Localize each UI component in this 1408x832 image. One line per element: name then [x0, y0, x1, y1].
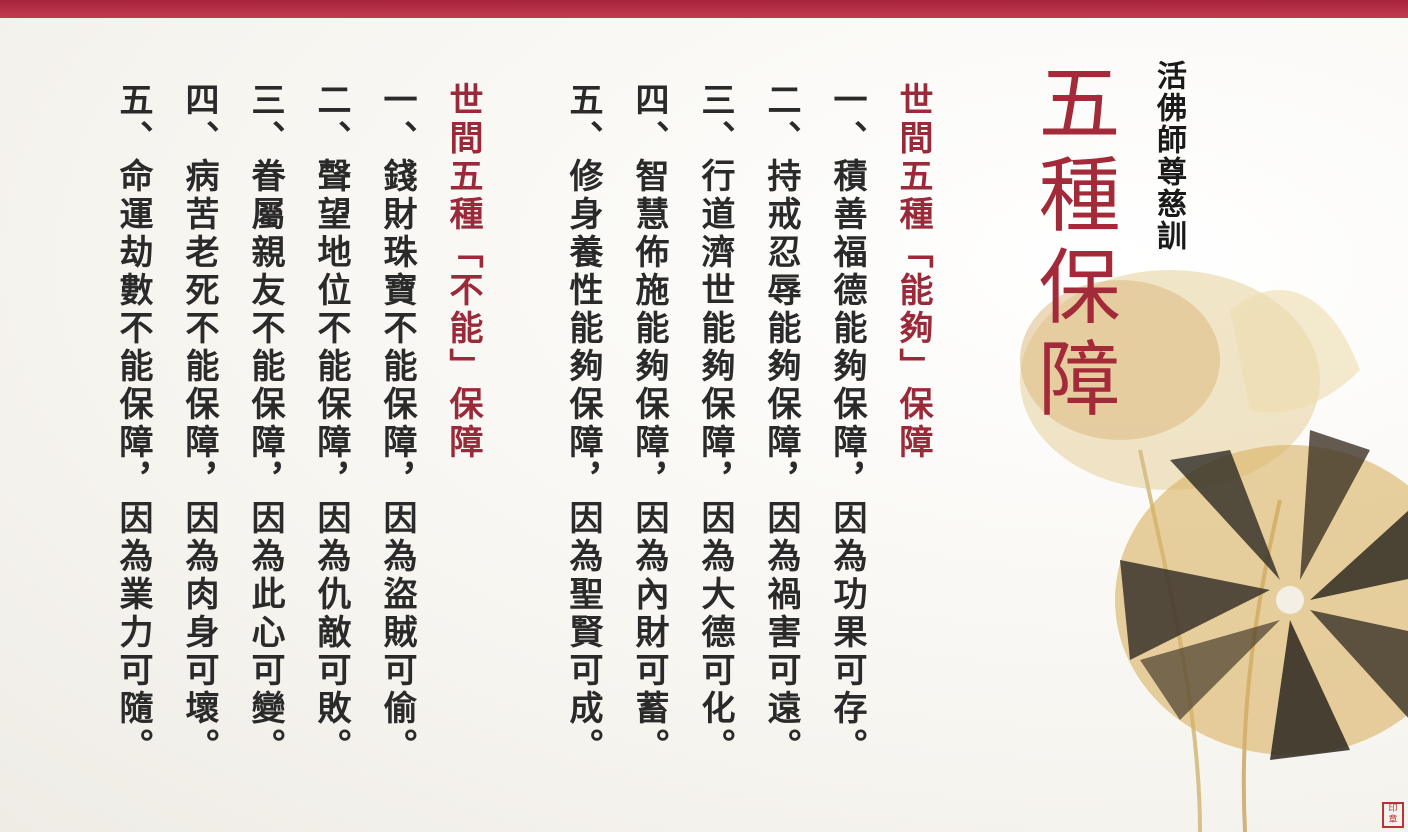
red-seal-stamp: 印章	[1382, 802, 1404, 828]
list-item: 二、持戒忍辱能夠保障，因為禍害可遠。	[761, 82, 801, 766]
list-item: 四、病苦老死不能保障，因為肉身可壞。	[179, 82, 219, 766]
list-item: 三、眷屬親友不能保障，因為此心可變。	[245, 82, 285, 766]
list-item: 五、命運劫數不能保障，因為業力可隨。	[113, 82, 153, 766]
list-item: 四、智慧佈施能夠保障，因為內財可蓄。	[629, 82, 669, 766]
subtitle-text: 活佛師尊慈訓	[1151, 60, 1186, 252]
list-item: 一、錢財珠寶不能保障，因為盜賊可偷。	[377, 82, 417, 766]
heading-can-protect: 世間五種「能夠」保障	[893, 82, 933, 462]
list-item: 一、積善福德能夠保障，因為功果可存。	[827, 82, 867, 766]
heading-cannot-protect: 世間五種「不能」保障	[443, 82, 483, 462]
title-calligraphy: 五種保障	[1024, 60, 1119, 428]
list-item: 五、修身養性能夠保障，因為聖賢可成。	[563, 82, 603, 766]
top-color-bar	[0, 0, 1408, 18]
list-item: 二、聲望地位不能保障，因為仇敵可敗。	[311, 82, 351, 766]
list-item: 三、行道濟世能夠保障，因為大德可化。	[695, 82, 735, 766]
lotus-painting	[1020, 270, 1408, 832]
